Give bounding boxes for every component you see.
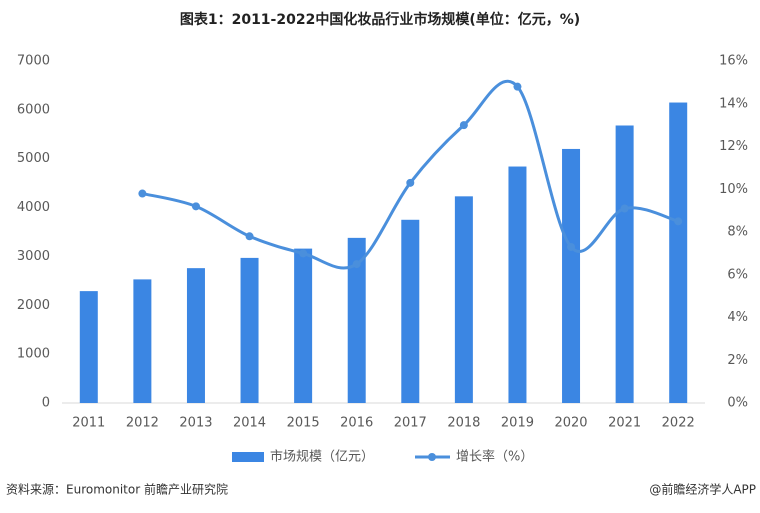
line-point (620, 204, 629, 213)
line-point (513, 82, 522, 91)
line-point (674, 217, 683, 226)
legend-label: 市场规模（亿元） (270, 449, 374, 465)
bar (401, 219, 420, 403)
line-point (138, 189, 147, 198)
x-tick-label: 2022 (662, 416, 695, 431)
y-tick-label: 2000 (17, 298, 50, 313)
x-tick-label: 2021 (608, 416, 641, 431)
bar (669, 102, 688, 404)
line-point (352, 260, 361, 269)
y-tick-label: 1000 (17, 347, 50, 362)
line-point (567, 242, 576, 251)
line-point (406, 178, 415, 187)
y2-tick-label: 2% (727, 353, 748, 368)
bar (347, 237, 366, 403)
legend-swatch (428, 453, 436, 461)
y2-tick-label: 12% (719, 139, 748, 154)
bar (240, 257, 259, 403)
line-point (459, 121, 468, 130)
y-tick-label: 3000 (17, 249, 50, 264)
x-tick-label: 2013 (179, 416, 212, 431)
x-tick-label: 2017 (394, 416, 427, 431)
source: 资料来源：Euromonitor 前瞻产业研究院 (6, 482, 228, 497)
x-tick-label: 2020 (554, 416, 587, 431)
bar (454, 196, 473, 403)
y2-tick-label: 10% (719, 182, 748, 197)
x-tick-label: 2011 (72, 416, 105, 431)
y-tick-label: 6000 (17, 102, 50, 117)
bar (508, 166, 527, 403)
y2-tick-label: 6% (727, 267, 748, 282)
y2-tick-label: 16% (719, 54, 748, 69)
y-tick-label: 7000 (17, 54, 50, 69)
x-tick-label: 2016 (340, 416, 373, 431)
x-tick-label: 2014 (233, 416, 266, 431)
y2-tick-label: 0% (727, 396, 748, 411)
x-tick-label: 2019 (501, 416, 534, 431)
y-tick-label: 5000 (17, 151, 50, 166)
x-tick-label: 2018 (447, 416, 480, 431)
bar (562, 148, 581, 403)
line-point (245, 232, 254, 241)
x-tick-label: 2015 (287, 416, 320, 431)
chart-title: 图表1：2011-2022中国化妆品行业市场规模(单位：亿元，%) (180, 11, 580, 28)
y2-tick-label: 14% (719, 96, 748, 111)
y-tick-label: 4000 (17, 200, 50, 215)
legend-swatch (232, 452, 264, 462)
bar (186, 268, 205, 403)
y2-tick-label: 8% (727, 225, 748, 240)
x-tick-label: 2012 (126, 416, 159, 431)
y-tick-label: 0 (42, 396, 50, 411)
y2-tick-label: 4% (727, 310, 748, 325)
legend-label: 增长率（%） (456, 449, 533, 465)
bar (133, 279, 152, 403)
bar (615, 125, 634, 404)
bar (79, 291, 98, 403)
line-point (299, 249, 308, 258)
line-point (191, 202, 200, 211)
credit: @前瞻经济学人APP (649, 482, 756, 497)
bar (294, 248, 313, 403)
